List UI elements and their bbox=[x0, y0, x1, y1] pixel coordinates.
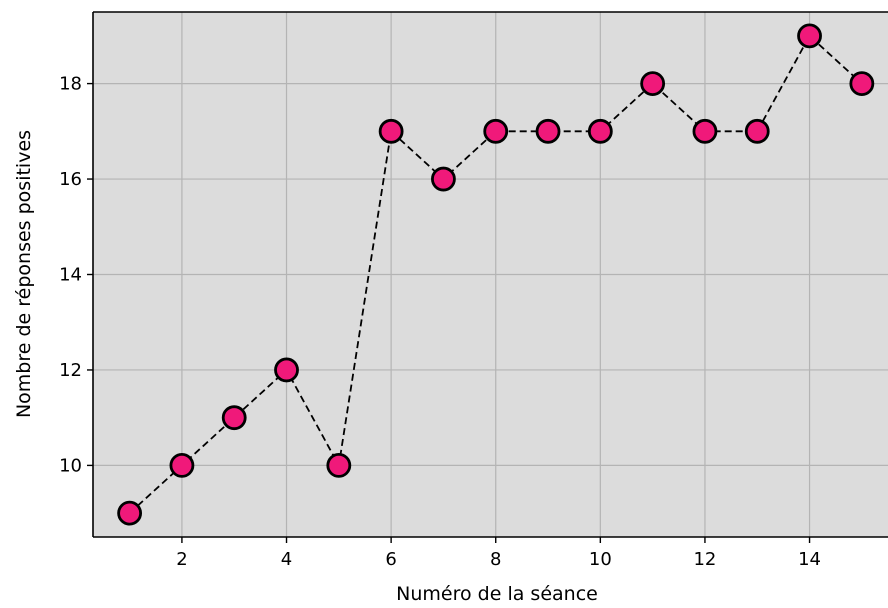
data-point bbox=[640, 71, 666, 96]
x-tick-label: 12 bbox=[693, 549, 716, 570]
data-point bbox=[849, 71, 875, 96]
data-point bbox=[326, 453, 352, 478]
x-axis-title: Numéro de la séance bbox=[396, 583, 598, 605]
y-tick-label: 16 bbox=[59, 169, 82, 190]
series-line-path bbox=[129, 34, 863, 514]
grid-lines bbox=[93, 12, 888, 537]
data-point bbox=[169, 453, 195, 478]
data-point bbox=[378, 118, 404, 144]
y-tick-label: 18 bbox=[59, 74, 82, 95]
data-point bbox=[587, 118, 613, 144]
series-line bbox=[129, 34, 863, 514]
data-point bbox=[431, 166, 456, 192]
data-point bbox=[744, 118, 770, 144]
x-tick-label: 14 bbox=[798, 549, 821, 570]
data-point bbox=[483, 118, 509, 144]
x-tick-label: 10 bbox=[589, 549, 612, 570]
x-tick-label: 4 bbox=[281, 549, 292, 570]
data-points bbox=[117, 23, 875, 526]
y-axis-title: Nombre de réponses positives bbox=[13, 130, 35, 418]
data-point bbox=[221, 405, 247, 431]
x-tick-label: 6 bbox=[385, 549, 396, 570]
data-point bbox=[535, 118, 561, 144]
y-tick-label: 10 bbox=[59, 455, 82, 476]
y-tick-label: 14 bbox=[59, 265, 82, 286]
axis-ticks: 2 4 6 8 10 12 14 10 12 14 16 18 bbox=[59, 74, 821, 570]
data-point bbox=[692, 118, 718, 144]
data-point bbox=[117, 500, 143, 526]
data-point bbox=[797, 23, 822, 49]
y-tick-label: 12 bbox=[59, 360, 82, 381]
data-point bbox=[274, 357, 299, 383]
x-tick-label: 8 bbox=[490, 549, 501, 570]
x-tick-label: 2 bbox=[176, 549, 187, 570]
